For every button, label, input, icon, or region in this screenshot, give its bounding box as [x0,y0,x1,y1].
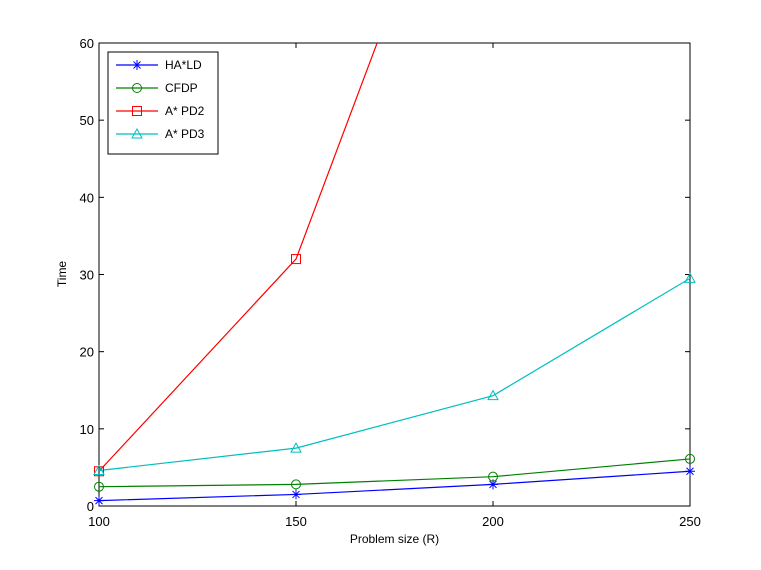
y-tick-label: 0 [87,499,94,514]
data-point [685,453,695,464]
series-layer [99,43,690,502]
legend-entry-label: A* PD3 [165,127,205,141]
data-point [290,442,302,453]
data-point [94,481,104,492]
data-point [94,495,104,506]
legend-box [107,51,219,155]
x-axis-label: Problem size (R) [350,532,439,546]
series-line [99,277,690,472]
legend-marker [131,127,143,139]
legend-entry-label: HA*LD [165,58,202,72]
legend: HA*LD CFDP A* PD2 A* PD3 [107,51,219,155]
y-tick-label: 50 [80,113,94,128]
y-tick-label: 20 [80,345,94,360]
data-point [684,272,696,283]
legend-marker [132,83,142,93]
x-tick-label: 250 [679,514,701,529]
y-tick-label: 40 [80,190,94,205]
axis-ticks: 100 150 200 250 0 10 20 30 40 50 60 [80,36,701,529]
series-line [99,470,690,502]
x-tick-label: 100 [88,514,110,529]
series-line [99,458,690,488]
data-point [487,389,499,401]
y-tick-label: 60 [80,36,94,51]
legend-marker [132,106,142,116]
legend-entry-label: A* PD2 [165,104,205,118]
x-tick-label: 150 [285,514,307,529]
data-point [291,489,301,500]
series-line [99,43,378,472]
data-point [94,466,104,477]
legend-entry-label: CFDP [165,81,198,95]
data-point [685,466,695,477]
data-point [93,464,105,476]
y-tick-label: 30 [80,268,94,283]
legend-marker [132,60,142,70]
data-point [291,479,301,490]
y-axis-label: Time [55,261,69,288]
x-tick-label: 200 [482,514,504,529]
data-point [291,254,301,265]
data-point [488,471,498,482]
markers-layer [93,254,696,506]
y-tick-label: 10 [80,422,94,437]
